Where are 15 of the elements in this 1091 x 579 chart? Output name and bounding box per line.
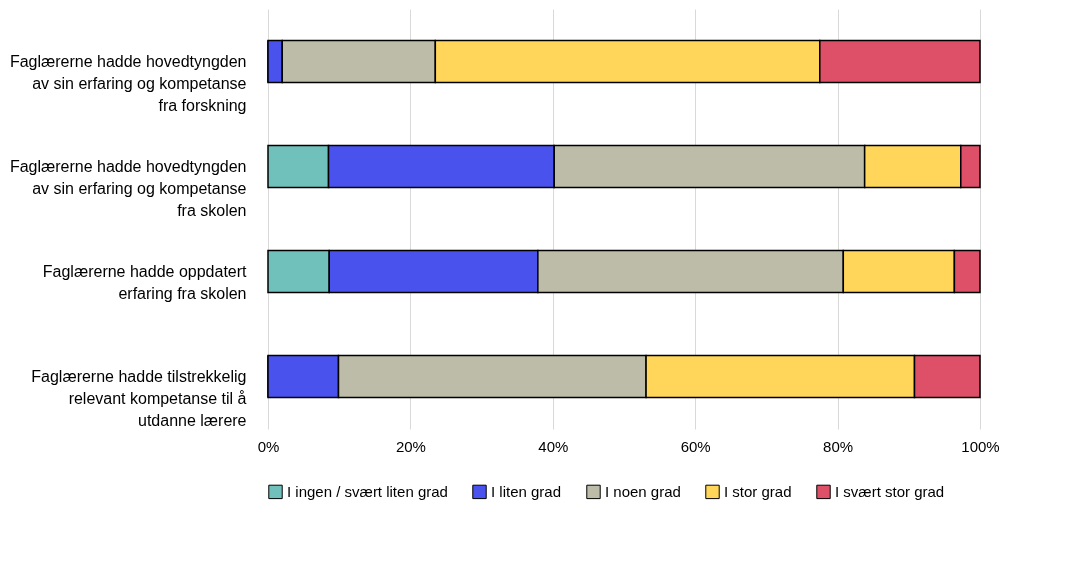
x-tick-label: 20% (395, 437, 426, 455)
y-tick-label: Faglærerne hadde tilstrekkelig relevant kompetanse til å utdanne lærere (31, 367, 247, 429)
y-tick-label: Faglærerne hadde oppdatert erfaring fra skolen (42, 262, 248, 302)
x-tick-label: 100% (961, 437, 1000, 455)
legend-label: I svært stor grad (835, 482, 945, 500)
legend-label: I noen grad (605, 482, 681, 500)
legend-label: I stor grad (724, 482, 792, 500)
y-tick-label: Faglærerne hadde hovedtyngden av sin erfaring og kompetanse fra skolen (9, 157, 247, 219)
x-tick-label: 0% (257, 437, 280, 455)
x-tick-label: 60% (680, 437, 711, 455)
legend-label: I ingen / svært liten grad (287, 482, 448, 500)
x-tick-label: 40% (538, 437, 569, 455)
y-tick-label: Faglærerne hadde hovedtyngden av sin erfaring og kompetanse fra forskning (9, 52, 247, 114)
x-tick-label: 80% (823, 437, 854, 455)
legend-label: I liten grad (491, 482, 562, 500)
